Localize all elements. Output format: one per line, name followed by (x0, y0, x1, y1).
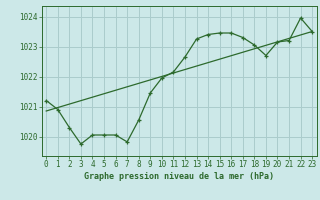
X-axis label: Graphe pression niveau de la mer (hPa): Graphe pression niveau de la mer (hPa) (84, 172, 274, 181)
